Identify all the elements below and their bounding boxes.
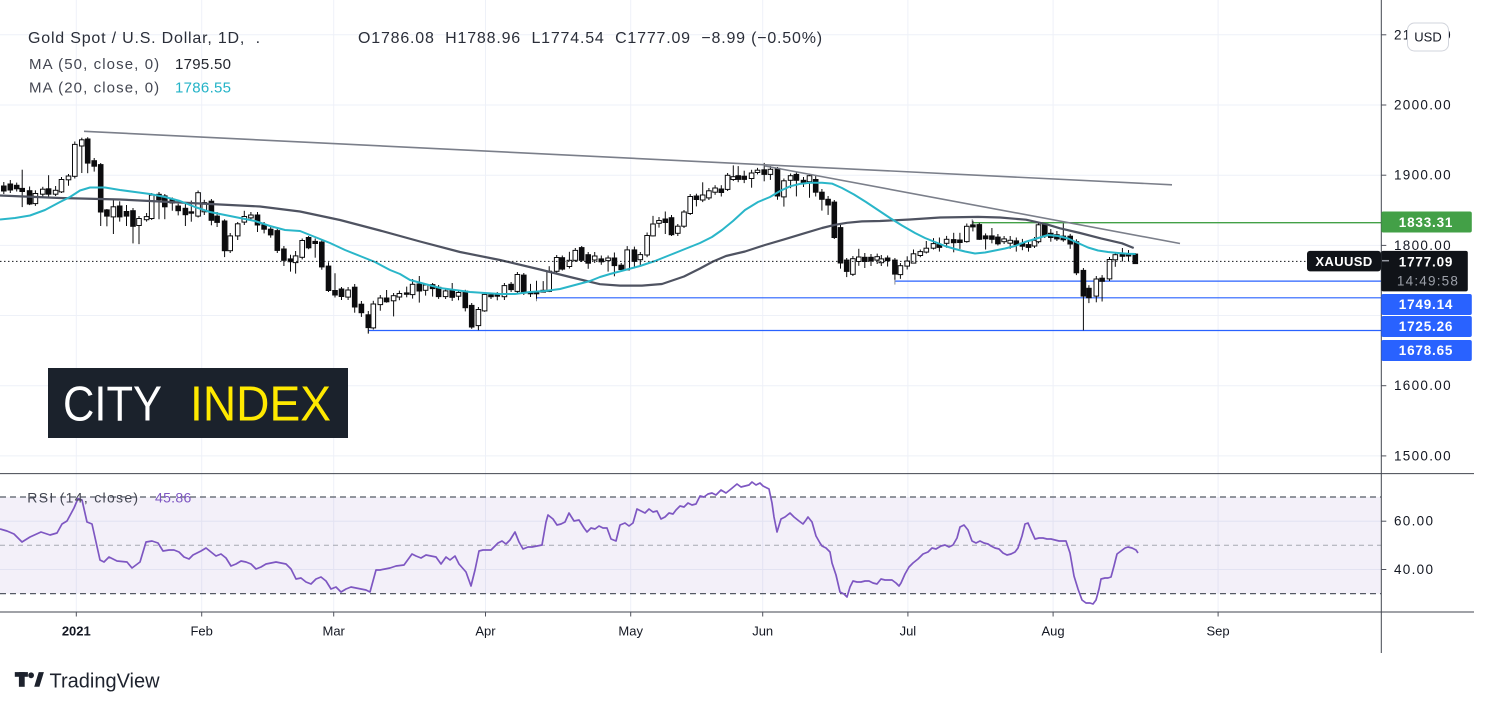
svg-text:1900.00: 1900.00 xyxy=(1394,168,1452,183)
svg-text:XAUUSD: XAUUSD xyxy=(1315,254,1372,269)
svg-text:TradingView: TradingView xyxy=(50,670,161,692)
svg-text:CITY: CITY xyxy=(63,378,162,432)
svg-text:60.00: 60.00 xyxy=(1394,514,1434,529)
svg-text:May: May xyxy=(618,624,643,639)
svg-text:1800.00: 1800.00 xyxy=(1394,238,1452,253)
svg-text:1777.09: 1777.09 xyxy=(1399,254,1453,269)
svg-text:MA (20, close, 0): MA (20, close, 0) xyxy=(29,80,160,97)
svg-text:Sep: Sep xyxy=(1207,624,1230,639)
svg-text:1600.00: 1600.00 xyxy=(1394,378,1452,393)
svg-text:Mar: Mar xyxy=(323,624,346,639)
svg-text:RSI (14, close): RSI (14, close) xyxy=(27,490,139,506)
svg-text:1678.65: 1678.65 xyxy=(1399,343,1453,358)
svg-text:2000.00: 2000.00 xyxy=(1394,98,1452,113)
svg-text:1500.00: 1500.00 xyxy=(1394,448,1452,463)
svg-text:Apr: Apr xyxy=(475,624,496,639)
svg-text:MA (50, close, 0): MA (50, close, 0) xyxy=(29,56,160,73)
svg-text:Jun: Jun xyxy=(752,624,773,639)
svg-text:Feb: Feb xyxy=(190,624,212,639)
svg-text:1749.14: 1749.14 xyxy=(1399,297,1453,312)
svg-text:45.86: 45.86 xyxy=(155,490,192,506)
svg-text:INDEX: INDEX xyxy=(190,378,331,432)
svg-text:USD: USD xyxy=(1414,30,1441,45)
svg-text:Jul: Jul xyxy=(900,624,917,639)
svg-text:14:49:58: 14:49:58 xyxy=(1397,273,1459,288)
svg-text:2021: 2021 xyxy=(62,624,91,639)
svg-text:1795.50: 1795.50 xyxy=(175,56,231,73)
svg-text:Aug: Aug xyxy=(1042,624,1065,639)
svg-text:O1786.08 H1788.96 L1774.54: O1786.08 H1788.96 L1774.54 C1777.09 −8.9… xyxy=(358,30,823,47)
svg-text:1725.26: 1725.26 xyxy=(1399,319,1453,334)
svg-text:40.00: 40.00 xyxy=(1394,562,1434,577)
svg-text:Gold Spot / U.S. Dollar, 1D,: Gold Spot / U.S. Dollar, 1D, . xyxy=(28,30,261,47)
svg-text:1833.31: 1833.31 xyxy=(1399,215,1453,230)
svg-text:1786.55: 1786.55 xyxy=(175,80,231,97)
